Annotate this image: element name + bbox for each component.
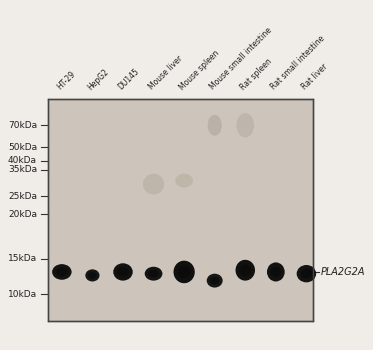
Ellipse shape	[297, 265, 316, 282]
Ellipse shape	[56, 268, 68, 276]
Ellipse shape	[117, 267, 129, 277]
Text: 70kDa: 70kDa	[8, 121, 37, 130]
Bar	[48, 99, 313, 321]
Ellipse shape	[52, 264, 72, 280]
Text: Rat spleen: Rat spleen	[239, 56, 274, 92]
Ellipse shape	[113, 263, 133, 281]
Text: 25kDa: 25kDa	[8, 192, 37, 201]
Ellipse shape	[208, 115, 222, 136]
Text: 20kDa: 20kDa	[8, 210, 37, 219]
Ellipse shape	[207, 274, 223, 288]
Ellipse shape	[145, 267, 162, 281]
Ellipse shape	[270, 267, 281, 277]
Text: 15kDa: 15kDa	[8, 254, 37, 263]
Ellipse shape	[236, 113, 254, 138]
Ellipse shape	[143, 174, 164, 195]
Ellipse shape	[301, 269, 312, 279]
Text: Mouse spleen: Mouse spleen	[178, 48, 221, 92]
Text: Mouse small intestine: Mouse small intestine	[209, 26, 274, 92]
Ellipse shape	[148, 270, 159, 278]
Ellipse shape	[88, 272, 97, 279]
Ellipse shape	[267, 262, 285, 281]
Ellipse shape	[178, 266, 191, 278]
Ellipse shape	[239, 265, 251, 276]
Text: 40kDa: 40kDa	[8, 156, 37, 165]
Text: Rat small intestine: Rat small intestine	[269, 34, 327, 92]
Ellipse shape	[175, 174, 193, 188]
Text: HT-29: HT-29	[56, 70, 78, 92]
Ellipse shape	[235, 260, 255, 281]
Text: Mouse liver: Mouse liver	[147, 54, 185, 92]
Text: PLA2G2A: PLA2G2A	[320, 267, 365, 277]
Ellipse shape	[173, 261, 195, 283]
Ellipse shape	[85, 270, 100, 281]
Text: Rat liver: Rat liver	[300, 62, 329, 92]
Text: DU145: DU145	[117, 67, 141, 92]
Text: 50kDa: 50kDa	[8, 143, 37, 152]
Ellipse shape	[210, 277, 219, 285]
Text: 35kDa: 35kDa	[8, 165, 37, 174]
Text: 10kDa: 10kDa	[8, 290, 37, 299]
Text: HepG2: HepG2	[86, 67, 111, 92]
